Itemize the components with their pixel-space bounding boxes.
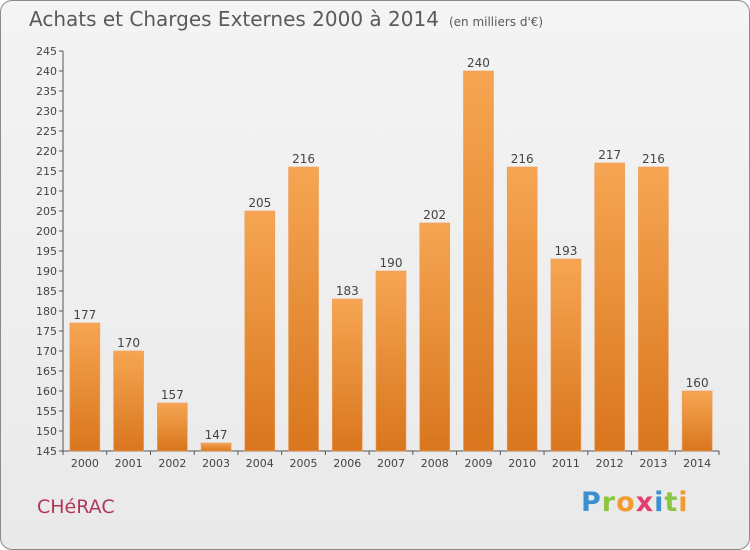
- x-tick-label-2003: 2003: [202, 457, 230, 470]
- bar-2004: [244, 210, 276, 452]
- y-tick-label: 155: [36, 405, 57, 418]
- y-tick-label: 240: [36, 65, 57, 78]
- chart-title-text: Achats et Charges Externes 2000 à 2014: [29, 7, 439, 31]
- value-label-2008: 202: [423, 208, 446, 222]
- x-tick-label-2014: 2014: [683, 457, 711, 470]
- bar-2000: [69, 322, 101, 452]
- x-tick-label-2008: 2008: [421, 457, 449, 470]
- x-tick-label-2002: 2002: [158, 457, 186, 470]
- x-tick-label-2001: 2001: [115, 457, 143, 470]
- value-label-2014: 160: [686, 376, 709, 390]
- y-tick-label: 185: [36, 285, 57, 298]
- y-tick-label: 210: [36, 185, 57, 198]
- x-tick-label-2005: 2005: [290, 457, 318, 470]
- value-label-2010: 216: [511, 152, 534, 166]
- value-label-2012: 217: [598, 148, 621, 162]
- value-label-2013: 216: [642, 152, 665, 166]
- bar-2003: [200, 442, 232, 452]
- chart-subtitle: (en milliers d'€): [448, 15, 544, 29]
- value-label-2001: 170: [117, 336, 140, 350]
- value-label-2002: 157: [161, 388, 184, 402]
- bar-2006: [331, 298, 363, 452]
- bar-layer: [69, 70, 713, 452]
- x-tick-label-2012: 2012: [596, 457, 624, 470]
- y-tick-label: 145: [36, 445, 57, 458]
- value-label-2003: 147: [205, 428, 228, 442]
- bar-2011: [550, 258, 582, 452]
- y-tick-label: 220: [36, 145, 57, 158]
- y-tick-label: 160: [36, 385, 57, 398]
- bar-2012: [594, 162, 625, 452]
- commune-name: CHéRAC: [37, 496, 115, 518]
- value-label-2005: 216: [292, 152, 315, 166]
- y-tick-label: 180: [36, 305, 57, 318]
- bar-2014: [681, 390, 713, 452]
- x-tick-label-2009: 2009: [464, 457, 492, 470]
- value-label-2007: 190: [380, 256, 403, 270]
- x-tick-label-2007: 2007: [377, 457, 405, 470]
- value-label-2011: 193: [554, 244, 577, 258]
- y-tick-label: 150: [36, 425, 57, 438]
- bar-2010: [506, 166, 538, 452]
- x-tick-label-2006: 2006: [333, 457, 361, 470]
- chart-title: Achats et Charges Externes 2000 à 2014 (e…: [29, 7, 543, 31]
- axis-layer: 145 150 155 160 165 170 175 180 185 190 195 200 205 2…: [36, 45, 720, 458]
- x-tick-label-2011: 2011: [552, 457, 580, 470]
- bar-2007: [375, 270, 407, 452]
- y-tick-label: 165: [36, 365, 57, 378]
- bar-2001: [113, 350, 144, 452]
- y-tick-label: 195: [36, 245, 57, 258]
- y-tick-label: 215: [36, 165, 57, 178]
- y-tick-label: 205: [36, 205, 57, 218]
- x-tick-label-2004: 2004: [246, 457, 274, 470]
- x-tick-label-2010: 2010: [508, 457, 536, 470]
- x-tick-label-2013: 2013: [639, 457, 667, 470]
- value-label-2009: 240: [467, 56, 490, 70]
- bar-2008: [419, 222, 451, 452]
- y-tick-label: 230: [36, 105, 57, 118]
- bar-2002: [157, 402, 188, 452]
- y-tick-label: 190: [36, 265, 57, 278]
- y-tick-label: 225: [36, 125, 57, 138]
- x-tick-label-2000: 2000: [71, 457, 99, 470]
- y-tick-label: 175: [36, 325, 57, 338]
- proxiti-logo[interactable]: Proxiti: [581, 487, 689, 518]
- y-tick-label: 200: [36, 225, 57, 238]
- label-layer: 177 2000 170 2001 157 2002 147 2003 205 2004 216 20…: [71, 56, 711, 470]
- bar-2005: [288, 166, 319, 452]
- bar-2009: [463, 70, 494, 452]
- value-label-2000: 177: [73, 308, 96, 322]
- y-tick-label: 235: [36, 85, 57, 98]
- y-tick-label: 245: [36, 45, 57, 58]
- value-label-2006: 183: [336, 284, 359, 298]
- value-label-2004: 205: [248, 196, 271, 210]
- bar-2013: [638, 166, 669, 452]
- y-tick-label: 170: [36, 345, 57, 358]
